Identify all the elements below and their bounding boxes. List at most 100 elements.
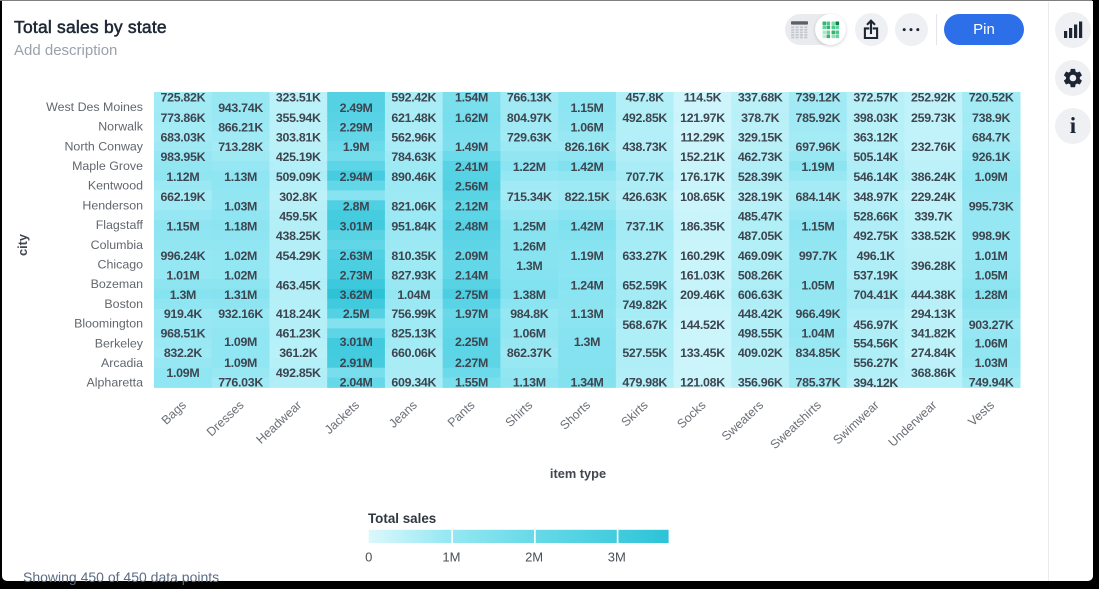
svg-text:Maple Grove: Maple Grove <box>72 159 143 173</box>
svg-text:0: 0 <box>365 550 372 565</box>
svg-text:487.05K: 487.05K <box>738 229 783 243</box>
svg-text:361.2K: 361.2K <box>279 346 318 360</box>
svg-text:409.02K: 409.02K <box>738 346 783 360</box>
svg-text:1.02M: 1.02M <box>224 269 257 283</box>
svg-text:496.1K: 496.1K <box>857 249 896 263</box>
svg-text:684.14K: 684.14K <box>796 190 841 204</box>
svg-text:3.62M: 3.62M <box>340 288 373 302</box>
svg-text:338.52K: 338.52K <box>911 229 956 243</box>
svg-text:926.1K: 926.1K <box>972 150 1011 164</box>
svg-text:438.25K: 438.25K <box>276 229 321 243</box>
svg-text:302.8K: 302.8K <box>279 190 318 204</box>
svg-text:479.98K: 479.98K <box>622 376 667 390</box>
svg-text:998.9K: 998.9K <box>972 229 1011 243</box>
svg-text:461.23K: 461.23K <box>276 327 321 341</box>
svg-text:919.4K: 919.4K <box>164 307 203 321</box>
svg-text:2.63M: 2.63M <box>340 249 373 263</box>
svg-text:Bags: Bags <box>159 398 189 428</box>
svg-text:609.34K: 609.34K <box>391 376 436 390</box>
svg-text:825.13K: 825.13K <box>391 327 436 341</box>
svg-text:785.92K: 785.92K <box>796 111 841 125</box>
svg-text:1.05M: 1.05M <box>975 269 1008 283</box>
svg-text:378.7K: 378.7K <box>741 111 780 125</box>
svg-text:339.7K: 339.7K <box>914 209 953 223</box>
svg-text:121.08K: 121.08K <box>680 376 725 390</box>
svg-text:2M: 2M <box>525 550 543 565</box>
svg-text:1.97M: 1.97M <box>455 307 488 321</box>
svg-text:144.52K: 144.52K <box>680 318 725 332</box>
svg-text:784.63K: 784.63K <box>391 150 436 164</box>
svg-text:1.34M: 1.34M <box>571 376 604 390</box>
svg-text:592.42K: 592.42K <box>391 91 436 105</box>
svg-text:2.27M: 2.27M <box>455 356 488 370</box>
svg-text:1.13M: 1.13M <box>513 376 546 390</box>
svg-text:1.09M: 1.09M <box>224 356 257 370</box>
svg-text:1.55M: 1.55M <box>455 376 488 390</box>
svg-text:459.5K: 459.5K <box>279 209 318 223</box>
svg-text:2.73M: 2.73M <box>340 269 373 283</box>
svg-text:1.38M: 1.38M <box>513 288 546 302</box>
svg-text:492.75K: 492.75K <box>853 229 898 243</box>
svg-text:1.09M: 1.09M <box>166 366 199 380</box>
svg-text:1.31M: 1.31M <box>224 288 257 302</box>
svg-text:943.74K: 943.74K <box>218 101 263 115</box>
svg-text:418.24K: 418.24K <box>276 307 321 321</box>
svg-text:438.73K: 438.73K <box>622 140 667 154</box>
svg-text:1.54M: 1.54M <box>455 91 488 105</box>
svg-text:756.99K: 756.99K <box>391 307 436 321</box>
svg-text:968.51K: 968.51K <box>161 327 206 341</box>
svg-text:Sweaters: Sweaters <box>719 398 766 443</box>
svg-text:398.03K: 398.03K <box>853 111 898 125</box>
svg-text:329.15K: 329.15K <box>738 130 783 144</box>
svg-text:232.76K: 232.76K <box>911 140 956 154</box>
svg-text:426.63K: 426.63K <box>622 190 667 204</box>
svg-text:Underwear: Underwear <box>886 398 940 450</box>
svg-text:1.03M: 1.03M <box>224 200 257 214</box>
svg-text:737.1K: 737.1K <box>626 220 665 234</box>
svg-text:713.28K: 713.28K <box>218 140 263 154</box>
svg-text:652.59K: 652.59K <box>622 279 667 293</box>
svg-text:697.96K: 697.96K <box>796 140 841 154</box>
svg-text:821.06K: 821.06K <box>391 200 436 214</box>
svg-text:749.94K: 749.94K <box>969 376 1014 390</box>
svg-text:Bloomington: Bloomington <box>74 317 143 331</box>
svg-text:498.55K: 498.55K <box>738 327 783 341</box>
svg-text:2.29M: 2.29M <box>340 121 373 135</box>
svg-text:1.42M: 1.42M <box>571 160 604 174</box>
svg-text:1.13M: 1.13M <box>571 307 604 321</box>
svg-text:1.02M: 1.02M <box>224 249 257 263</box>
svg-text:363.12K: 363.12K <box>853 130 898 144</box>
svg-text:469.09K: 469.09K <box>738 249 783 263</box>
svg-text:996.24K: 996.24K <box>161 249 206 263</box>
svg-text:Flagstaff: Flagstaff <box>96 218 144 232</box>
svg-text:2.75M: 2.75M <box>455 288 488 302</box>
svg-text:323.51K: 323.51K <box>276 91 321 105</box>
svg-text:454.29K: 454.29K <box>276 249 321 263</box>
svg-text:492.85K: 492.85K <box>622 111 667 125</box>
svg-text:Arcadia: Arcadia <box>101 356 143 370</box>
svg-text:621.48K: 621.48K <box>391 111 436 125</box>
svg-text:785.37K: 785.37K <box>796 376 841 390</box>
svg-text:776.03K: 776.03K <box>218 376 263 390</box>
svg-text:1.09M: 1.09M <box>975 170 1008 184</box>
svg-text:1.62M: 1.62M <box>455 111 488 125</box>
svg-text:2.41M: 2.41M <box>455 160 488 174</box>
svg-text:425.19K: 425.19K <box>276 150 321 164</box>
svg-text:108.65K: 108.65K <box>680 190 725 204</box>
svg-text:457.8K: 457.8K <box>626 91 665 105</box>
svg-text:556.27K: 556.27K <box>853 356 898 370</box>
svg-text:485.47K: 485.47K <box>738 209 783 223</box>
svg-text:1.13M: 1.13M <box>224 170 257 184</box>
svg-text:2.14M: 2.14M <box>455 269 488 283</box>
svg-text:862.37K: 862.37K <box>507 346 552 360</box>
svg-text:Shirts: Shirts <box>503 398 536 430</box>
svg-text:274.84K: 274.84K <box>911 346 956 360</box>
svg-text:1.19M: 1.19M <box>801 160 834 174</box>
svg-text:738.9K: 738.9K <box>972 111 1011 125</box>
svg-text:2.94M: 2.94M <box>340 170 373 184</box>
svg-text:Pants: Pants <box>445 398 478 430</box>
svg-text:Swimwear: Swimwear <box>830 398 881 447</box>
svg-text:259.73K: 259.73K <box>911 111 956 125</box>
svg-text:546.14K: 546.14K <box>853 170 898 184</box>
svg-text:1.15M: 1.15M <box>166 220 199 234</box>
